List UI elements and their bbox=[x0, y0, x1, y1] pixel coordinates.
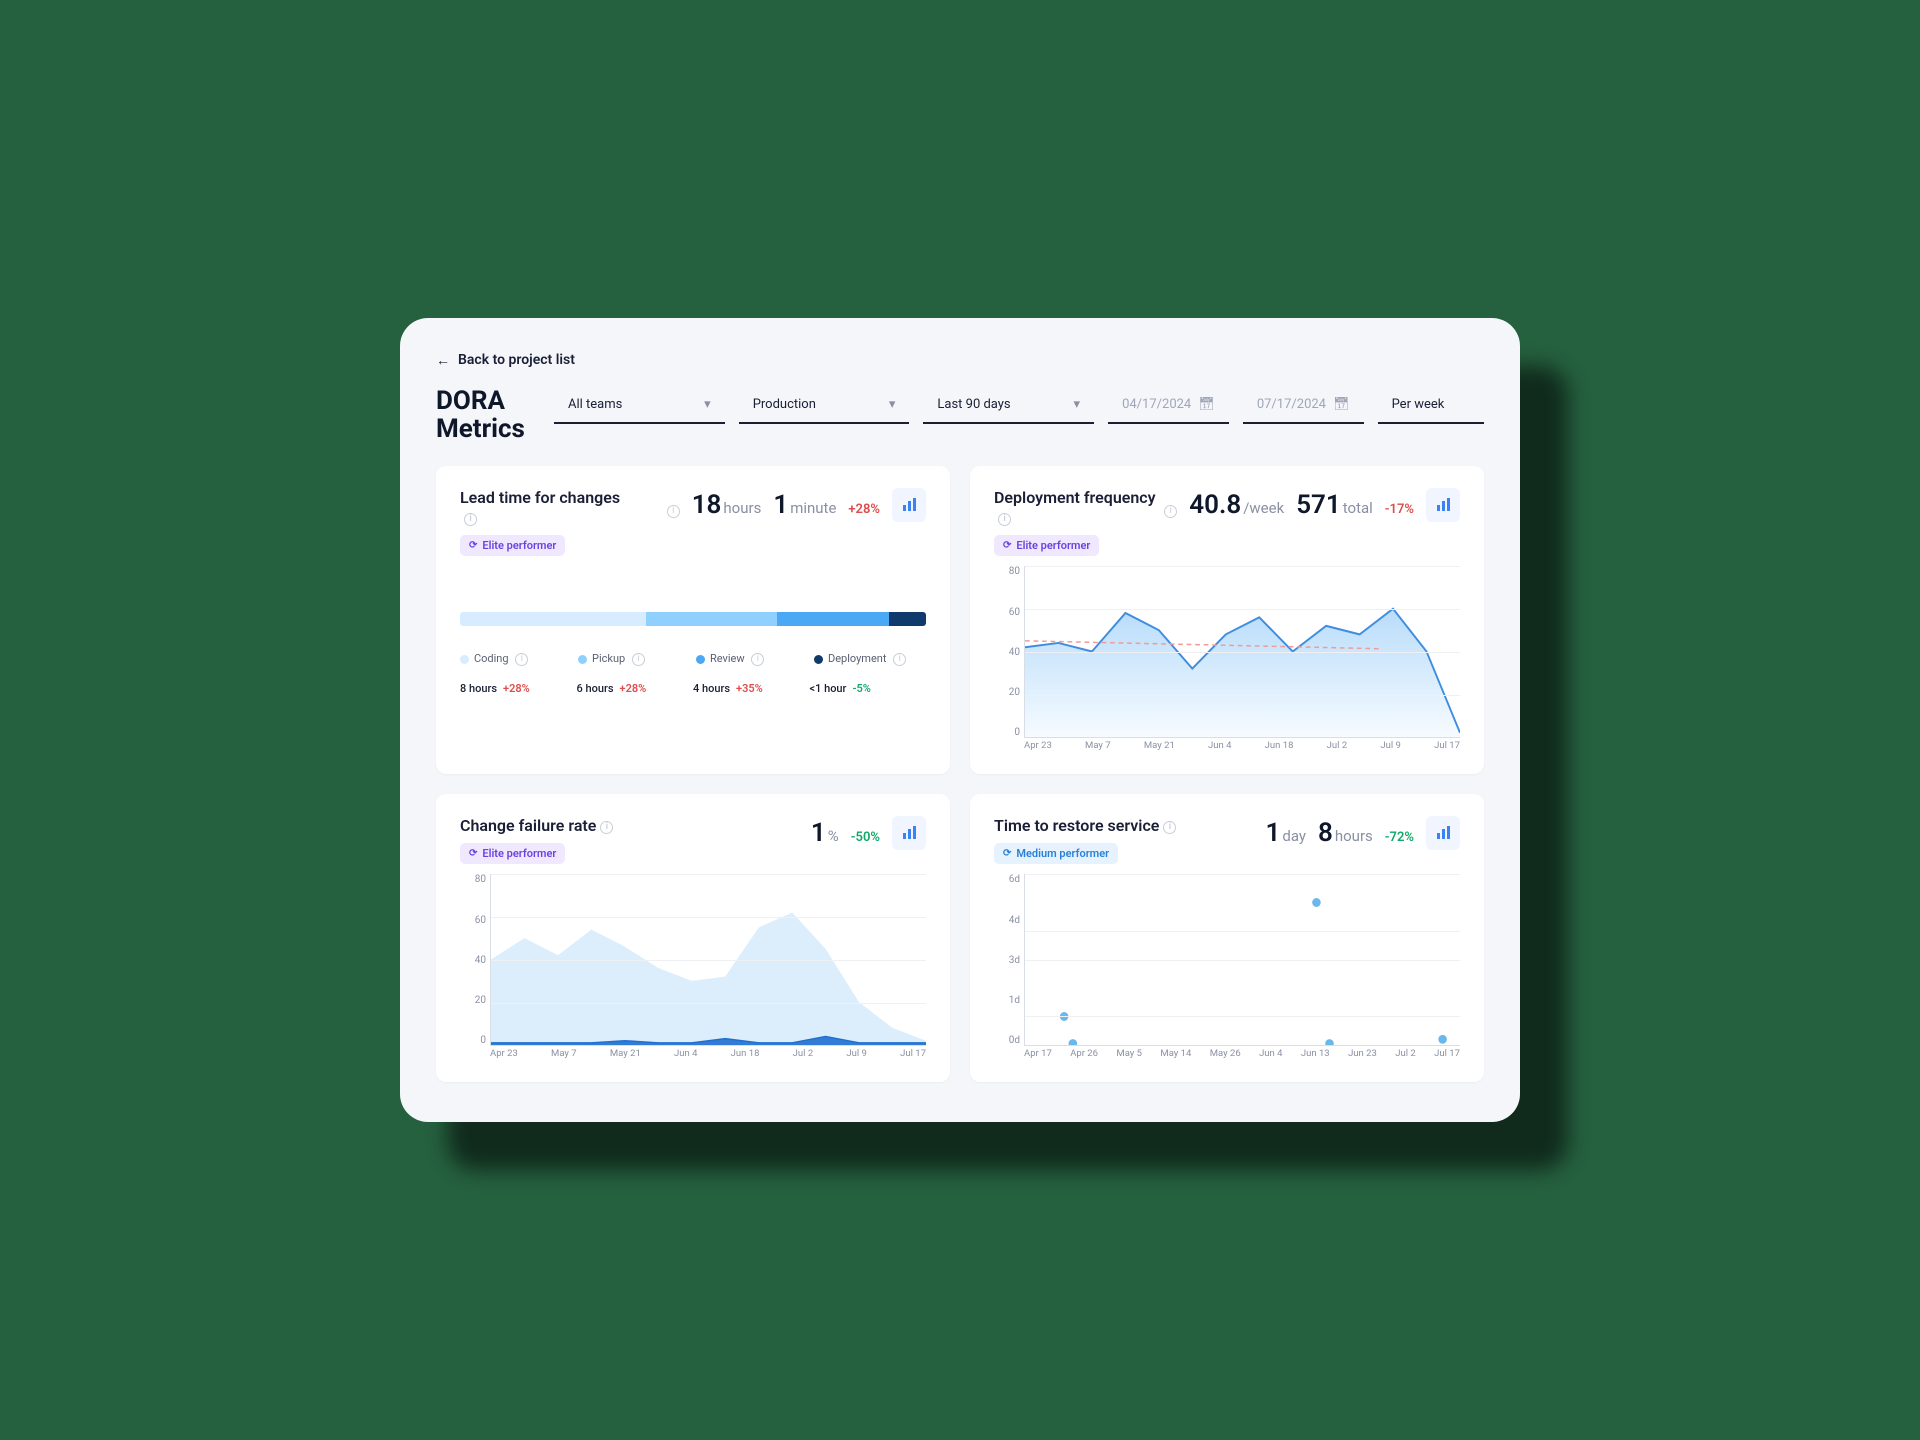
leadtime-segment-deployment bbox=[889, 612, 926, 626]
badge-label: Elite performer bbox=[482, 847, 556, 860]
delta: -50% bbox=[851, 830, 880, 845]
leadtime-metrics: i 18hours 1minute +28% bbox=[663, 488, 926, 522]
info-icon[interactable]: i bbox=[751, 653, 764, 666]
failrate-title: Change failure ratei bbox=[460, 816, 613, 837]
legend-item: Deployment i bbox=[814, 652, 926, 666]
stat-item: 8 hours+28% bbox=[460, 682, 577, 695]
info-icon[interactable]: i bbox=[464, 513, 477, 526]
info-icon[interactable]: i bbox=[1164, 505, 1177, 518]
elite-badge: ⟳ Elite performer bbox=[460, 843, 565, 864]
legend-item: Coding i bbox=[460, 652, 572, 666]
card-restore: Time to restore servicei ⟳ Medium perfor… bbox=[970, 794, 1484, 1082]
filter-env-label: Production bbox=[753, 397, 816, 412]
stat-item: <1 hour-5% bbox=[810, 682, 927, 695]
badge-label: Medium performer bbox=[1016, 847, 1109, 860]
restore-chart: 6d4d3d1d0d Apr 17Apr 26May 5May 14May 26… bbox=[994, 874, 1460, 1064]
gauge-icon: ⟳ bbox=[1003, 848, 1011, 859]
info-icon[interactable]: i bbox=[667, 505, 680, 518]
filter-date-from-label: 04/17/2024 bbox=[1122, 397, 1191, 412]
info-icon[interactable]: i bbox=[1163, 821, 1176, 834]
leadtime-title: Lead time for changesi bbox=[460, 488, 630, 530]
delta: +28% bbox=[848, 502, 880, 517]
gauge-icon: ⟳ bbox=[469, 540, 477, 551]
dashboard-frame: ← Back to project list DORA Metrics All … bbox=[400, 318, 1520, 1123]
gauge-icon: ⟳ bbox=[469, 848, 477, 859]
info-icon[interactable]: i bbox=[893, 653, 906, 666]
filter-team-label: All teams bbox=[568, 397, 622, 412]
filter-range[interactable]: Last 90 days ▾ bbox=[923, 387, 1094, 424]
card-deployfreq: Deployment frequencyi ⟳ Elite performer … bbox=[970, 466, 1484, 775]
filter-date-from[interactable]: 04/17/2024 📅︎ bbox=[1108, 387, 1229, 424]
medium-badge: ⟳ Medium performer bbox=[994, 843, 1118, 864]
card-failrate: Change failure ratei ⟳ Elite performer 1… bbox=[436, 794, 950, 1082]
filter-granularity[interactable]: Per week bbox=[1378, 387, 1484, 424]
leadtime-legend: Coding i Pickup i Review i Deployment i bbox=[460, 652, 926, 666]
restore-metrics: 1day 8hours -72% bbox=[1266, 816, 1460, 850]
filter-granularity-label: Per week bbox=[1392, 397, 1445, 412]
chart-toggle-button[interactable] bbox=[892, 488, 926, 522]
leadtime-bar bbox=[460, 612, 926, 626]
stat-item: 6 hours+28% bbox=[577, 682, 694, 695]
leadtime-segment-coding bbox=[460, 612, 646, 626]
filter-env[interactable]: Production ▾ bbox=[739, 387, 910, 424]
restore-title: Time to restore servicei bbox=[994, 816, 1176, 837]
chevron-down-icon: ▾ bbox=[1074, 397, 1081, 412]
chevron-down-icon: ▾ bbox=[889, 397, 896, 412]
legend-item: Pickup i bbox=[578, 652, 690, 666]
calendar-icon: 📅︎ bbox=[1198, 397, 1215, 412]
delta: -17% bbox=[1385, 502, 1414, 517]
page-title: DORA Metrics bbox=[436, 387, 536, 444]
bar-chart-icon bbox=[1435, 825, 1451, 841]
badge-label: Elite performer bbox=[1016, 539, 1090, 552]
header-row: DORA Metrics All teams ▾ Production ▾ La… bbox=[436, 387, 1484, 444]
info-icon[interactable]: i bbox=[600, 821, 613, 834]
info-icon[interactable]: i bbox=[515, 653, 528, 666]
failrate-chart: 806040200 Apr 23May 7May 21Jun 4Jun 18Ju… bbox=[460, 874, 926, 1064]
back-link[interactable]: ← Back to project list bbox=[436, 352, 575, 369]
deployfreq-title: Deployment frequencyi bbox=[994, 488, 1160, 530]
chevron-down-icon: ▾ bbox=[704, 397, 711, 412]
filters: All teams ▾ Production ▾ Last 90 days ▾ … bbox=[554, 387, 1484, 424]
bar-chart-icon bbox=[901, 497, 917, 513]
elite-badge: ⟳ Elite performer bbox=[994, 535, 1099, 556]
chart-toggle-button[interactable] bbox=[1426, 488, 1460, 522]
bar-chart-icon bbox=[901, 825, 917, 841]
back-label: Back to project list bbox=[458, 352, 575, 368]
delta: -72% bbox=[1385, 830, 1414, 845]
deployfreq-chart: 806040200 Apr 23May 7May 21Jun 4Jun 18Ju… bbox=[994, 566, 1460, 756]
legend-item: Review i bbox=[696, 652, 808, 666]
bar-chart-icon bbox=[1435, 497, 1451, 513]
cards-grid: Lead time for changesi ⟳ Elite performer… bbox=[436, 466, 1484, 1082]
filter-date-to[interactable]: 07/17/2024 📅︎ bbox=[1243, 387, 1364, 424]
elite-badge: ⟳ Elite performer bbox=[460, 535, 565, 556]
card-leadtime: Lead time for changesi ⟳ Elite performer… bbox=[436, 466, 950, 775]
gauge-icon: ⟳ bbox=[1003, 540, 1011, 551]
filter-team[interactable]: All teams ▾ bbox=[554, 387, 725, 424]
calendar-icon: 📅︎ bbox=[1333, 397, 1350, 412]
chart-toggle-button[interactable] bbox=[1426, 816, 1460, 850]
stat-item: 4 hours+35% bbox=[693, 682, 810, 695]
filter-date-to-label: 07/17/2024 bbox=[1257, 397, 1326, 412]
info-icon[interactable]: i bbox=[998, 513, 1011, 526]
leadtime-segment-review bbox=[777, 612, 889, 626]
chart-toggle-button[interactable] bbox=[892, 816, 926, 850]
info-icon[interactable]: i bbox=[632, 653, 645, 666]
filter-range-label: Last 90 days bbox=[937, 397, 1010, 412]
badge-label: Elite performer bbox=[482, 539, 556, 552]
failrate-metrics: 1% -50% bbox=[811, 816, 926, 850]
deployfreq-metrics: i 40.8/week 571total -17% bbox=[1160, 488, 1460, 522]
arrow-left-icon: ← bbox=[436, 352, 450, 369]
leadtime-stats: 8 hours+28%6 hours+28%4 hours+35%<1 hour… bbox=[460, 682, 926, 695]
leadtime-segment-pickup bbox=[646, 612, 776, 626]
